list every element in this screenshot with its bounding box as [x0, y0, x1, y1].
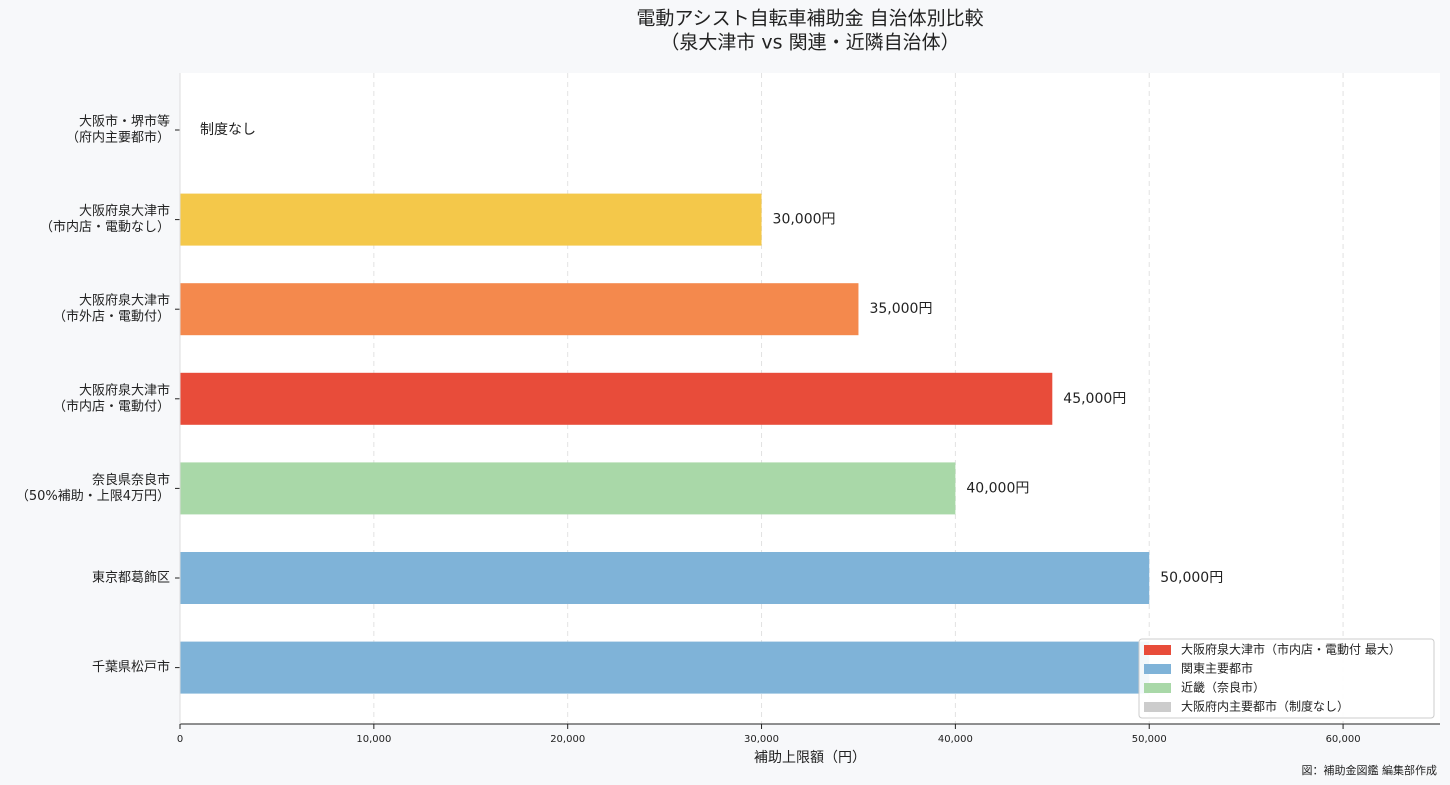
chart-title: 電動アシスト自転車補助金 自治体別比較 — [636, 8, 983, 30]
y-tick-label: 奈良県奈良市 — [92, 472, 170, 488]
y-tick-label: （50%補助・上限4万円） — [16, 489, 170, 504]
y-tick-label: （市外店・電動付） — [53, 309, 170, 325]
legend-box — [1138, 638, 1435, 719]
value-label: 制度なし — [200, 122, 256, 138]
legend-swatch — [1144, 702, 1171, 712]
bar — [180, 193, 762, 246]
value-label: 30,000円 — [773, 212, 836, 228]
y-tick-label: （市内店・電動なし） — [40, 219, 170, 235]
value-label: 50,000円 — [1160, 570, 1223, 586]
legend-label: 大阪府泉大津市（市内店・電動付 最大） — [1181, 642, 1401, 657]
y-tick-label: 東京都葛飾区 — [92, 570, 170, 586]
value-label: 45,000円 — [1063, 391, 1126, 407]
bar — [180, 552, 1150, 604]
x-tick-label: 60,000 — [1326, 734, 1361, 745]
legend-label: 近畿（奈良市） — [1181, 680, 1265, 695]
x-axis-label: 補助上限額（円） — [754, 750, 866, 766]
value-label: 40,000円 — [966, 480, 1029, 496]
bar — [180, 641, 1150, 694]
y-tick-label: 大阪府泉大津市 — [79, 382, 170, 398]
legend-swatch — [1144, 683, 1171, 693]
y-tick-label: 千葉県松戸市 — [92, 659, 170, 675]
y-tick-label: （府内主要都市） — [66, 130, 170, 146]
legend-swatch — [1144, 664, 1171, 674]
x-tick-label: 50,000 — [1132, 734, 1167, 745]
x-tick-label: 0 — [177, 734, 183, 745]
x-tick-label: 40,000 — [938, 734, 973, 745]
bar — [180, 283, 859, 336]
legend-label: 大阪府内主要都市（制度なし） — [1181, 699, 1349, 714]
bar — [180, 372, 1053, 425]
y-tick-label: 大阪市・堺市等 — [79, 114, 170, 130]
source-note: 図：補助金図鑑 編集部作成 — [1302, 763, 1438, 777]
chart-subtitle: （泉大津市 vs 関連・近隣自治体） — [660, 32, 959, 54]
x-tick-label: 30,000 — [744, 734, 779, 745]
y-tick-label: （市内店・電動付） — [53, 398, 170, 414]
value-label: 35,000円 — [869, 301, 932, 317]
x-tick-label: 10,000 — [356, 734, 391, 745]
y-tick-label: 大阪府泉大津市 — [79, 203, 170, 219]
legend-swatch — [1144, 645, 1171, 655]
bar — [180, 462, 956, 515]
y-tick-label: 大阪府泉大津市 — [79, 293, 170, 309]
legend-label: 関東主要都市 — [1181, 661, 1253, 676]
x-tick-label: 20,000 — [550, 734, 585, 745]
